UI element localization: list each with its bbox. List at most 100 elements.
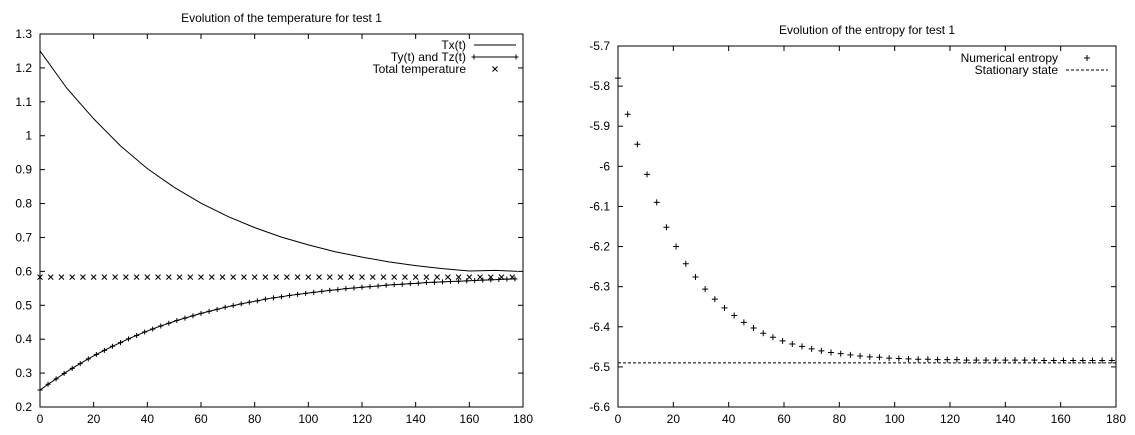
data-point: [126, 336, 132, 342]
data-point: [348, 274, 355, 280]
data-point: [343, 286, 349, 292]
data-point: [789, 341, 796, 348]
y-tick-label: 0.9: [15, 163, 32, 177]
data-point: [1079, 357, 1086, 364]
data-point: [445, 274, 451, 280]
data-point: [182, 315, 188, 321]
data-point: [448, 279, 454, 285]
x-tick-label: 60: [777, 412, 791, 426]
data-point: [472, 278, 478, 284]
data-point: [77, 361, 83, 367]
data-point: [230, 274, 237, 280]
data-point: [166, 320, 172, 326]
legend: Tx(t)Ty(t) and Tz(t)Total temperature: [373, 38, 519, 76]
data-point: [37, 274, 43, 280]
data-point: [316, 274, 322, 280]
data-point: [230, 303, 236, 309]
data-point: [663, 224, 670, 231]
legend-label: Numerical entropy: [961, 51, 1058, 65]
data-point: [496, 277, 502, 283]
x-tick-label: 160: [459, 412, 479, 426]
y-tick-label: 1.3: [15, 27, 32, 41]
data-point: [480, 277, 486, 283]
data-point: [101, 274, 108, 280]
data-point: [174, 318, 180, 324]
data-point: [45, 381, 51, 387]
data-point: [294, 274, 301, 280]
data-point: [934, 356, 941, 363]
data-point: [58, 274, 65, 280]
data-point: [219, 274, 226, 280]
data-point: [80, 274, 86, 280]
entropy-chart: Evolution of the entropy for test 1 0 20 40…: [589, 23, 1126, 426]
legend-label: Total temperature: [373, 62, 467, 76]
data-point: [895, 355, 902, 362]
data-point: [399, 281, 405, 287]
data-point: [158, 323, 164, 329]
x-tick-label: 100: [298, 412, 318, 426]
data-point: [731, 312, 738, 319]
x-tick-label: 0: [615, 412, 622, 426]
data-point: [206, 308, 212, 314]
data-point: [359, 274, 365, 280]
data-point: [150, 326, 156, 332]
chart-title: Evolution of the entropy for test 1: [779, 23, 955, 37]
data-point: [857, 353, 864, 360]
data-point: [295, 291, 301, 297]
data-point: [85, 356, 91, 362]
data-point: [779, 337, 786, 344]
data-point: [251, 274, 258, 280]
data-point: [644, 171, 651, 178]
data-point: [431, 279, 437, 285]
y-tick-label: -5.7: [589, 39, 610, 53]
y-tick-label: -6.5: [589, 360, 610, 374]
x-tick-label: 180: [1106, 412, 1126, 426]
data-point: [434, 274, 440, 280]
x-tick-label: 20: [667, 412, 681, 426]
data-point: [222, 304, 228, 310]
data-point: [305, 274, 312, 280]
data-point: [1031, 357, 1038, 364]
data-point: [440, 279, 445, 285]
y-tick-label: -6.6: [589, 400, 610, 414]
data-point: [702, 286, 709, 293]
data-point: [876, 354, 883, 361]
data-point: [47, 274, 54, 280]
y-tick-label: -6: [599, 159, 610, 173]
series-1: [37, 276, 518, 393]
data-point: [391, 274, 398, 280]
data-point: [1089, 357, 1096, 364]
x-tick-label: 0: [37, 412, 44, 426]
y-tick-label: 0.2: [15, 400, 32, 414]
data-point: [176, 274, 183, 280]
y-tick-label: 0.6: [15, 264, 32, 278]
data-point: [1012, 357, 1019, 364]
x-tick-label: 80: [248, 412, 262, 426]
data-point: [740, 319, 747, 326]
data-point: [407, 281, 413, 287]
data-point: [69, 274, 76, 280]
data-point: [963, 357, 970, 364]
data-point: [383, 282, 389, 288]
data-point: [828, 349, 835, 356]
y-tick-label: 1.2: [15, 61, 32, 75]
data-point: [144, 274, 151, 280]
y-tick-label: -5.9: [589, 119, 610, 133]
data-point: [1108, 357, 1115, 364]
data-point: [37, 387, 43, 393]
data-point: [953, 356, 960, 363]
data-point: [423, 274, 430, 280]
data-point: [866, 353, 873, 360]
data-point: [504, 276, 510, 282]
y-tick-label: -6.1: [589, 199, 610, 213]
x-tick-label: 160: [1051, 412, 1071, 426]
data-point: [270, 295, 276, 301]
y-tick-label: 0.5: [15, 298, 32, 312]
data-point: [624, 111, 631, 118]
data-point: [279, 294, 284, 300]
y-tick-label: 1.1: [15, 95, 32, 109]
data-point: [238, 301, 244, 307]
data-point: [214, 306, 220, 312]
